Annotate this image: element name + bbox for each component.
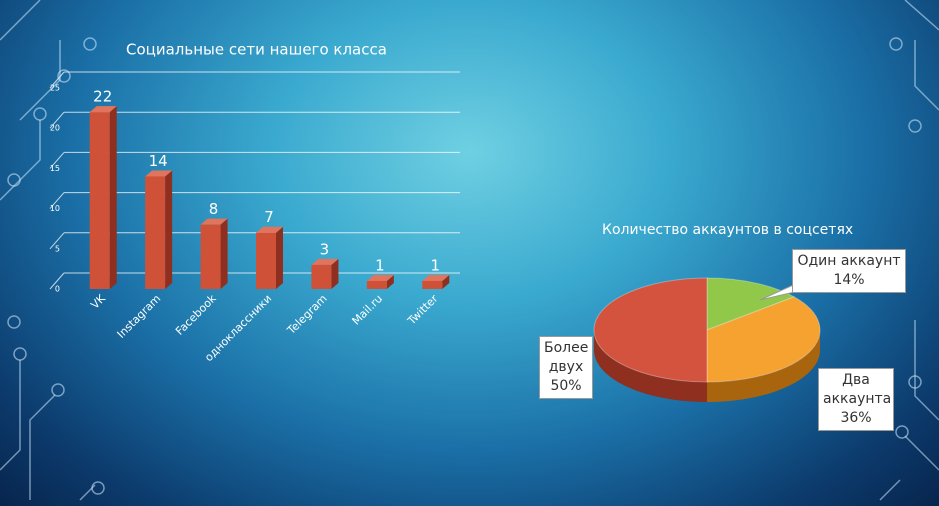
x-tick-label: Facebook: [173, 292, 219, 338]
value-label: 3: [320, 240, 330, 258]
bar: [422, 280, 443, 289]
y-tick-label: 15: [50, 164, 60, 173]
bar: [366, 280, 387, 289]
bar: [89, 112, 110, 290]
bar-top: [422, 274, 450, 281]
bar-top: [256, 226, 283, 233]
slice: [706, 277, 796, 331]
label-text: Два аккаунта: [823, 372, 892, 407]
bar-title: Социальные сети нашего класса: [126, 41, 387, 59]
pie-title: Количество аккаунтов в соцсетях: [602, 222, 853, 238]
x-tick-label: Telegram: [284, 292, 330, 338]
grid-line: [49, 232, 65, 250]
slice: [593, 277, 708, 383]
data-label: Два аккаунта 36%: [818, 368, 894, 431]
bar-top: [311, 258, 339, 265]
bar-side: [220, 218, 228, 289]
slice: [706, 296, 821, 383]
bar-top: [145, 170, 173, 177]
bar-side: [386, 274, 394, 289]
bar-top: [200, 218, 228, 225]
x-tick-label: VK: [88, 292, 108, 312]
slice-side: [594, 330, 707, 402]
bar: [145, 176, 166, 289]
label-text: Один аккаунт: [797, 253, 901, 269]
bar-side: [442, 274, 450, 289]
bar-side: [276, 226, 283, 289]
data-label: Более двух 50%: [539, 336, 593, 399]
bar: [200, 224, 221, 289]
bar-side: [165, 170, 173, 289]
bar-top: [89, 106, 117, 113]
slice-side: [707, 330, 820, 402]
label-text: 50%: [550, 378, 582, 394]
data-label: Один аккаунт 14%: [792, 249, 906, 293]
x-tick-label: Instagram: [115, 292, 164, 341]
y-tick-label: 25: [50, 84, 60, 93]
y-tick-label: 5: [55, 244, 60, 253]
label-text: 36%: [840, 410, 872, 426]
value-label: 1: [375, 256, 385, 274]
label-text: 14%: [833, 272, 865, 288]
y-tick-label: 10: [50, 204, 60, 213]
value-label: 7: [264, 208, 274, 226]
label-text: Более двух: [544, 340, 589, 375]
value-label: 14: [149, 152, 168, 170]
grid-line: [49, 272, 65, 290]
grid-line: [49, 71, 65, 89]
value-label: 8: [209, 200, 219, 218]
value-label: 22: [93, 88, 112, 106]
y-tick-label: 0: [55, 285, 60, 294]
bar-side: [109, 106, 117, 290]
bar: [311, 264, 332, 289]
bar-side: [331, 258, 339, 289]
x-tick-label: Mail.ru: [350, 292, 386, 328]
grid-line: [49, 192, 65, 209]
bar-top: [366, 274, 394, 281]
grid-line: [49, 152, 65, 169]
grid-line: [49, 111, 65, 129]
bar: [256, 232, 276, 289]
value-label: 1: [431, 256, 441, 274]
x-tick-label: Twitter: [405, 292, 441, 328]
y-tick-label: 20: [50, 124, 60, 133]
